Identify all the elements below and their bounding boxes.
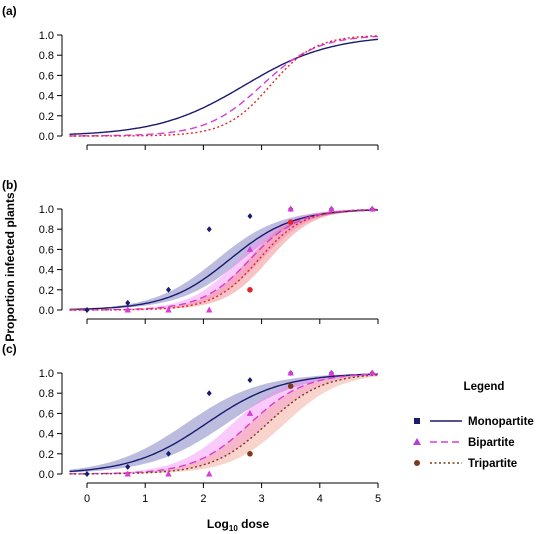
legend-marker-triangle — [413, 438, 421, 445]
point-monopartite — [206, 226, 212, 233]
point-bipartite — [368, 205, 376, 212]
y-tick-label: 0.0 — [39, 131, 54, 143]
point-bipartite — [287, 369, 294, 376]
band-bipartite — [69, 209, 378, 310]
legend-label: Tripartite — [468, 458, 517, 470]
band-monopartite — [69, 209, 378, 310]
y-tick-label: 0.6 — [39, 408, 54, 420]
y-tick-label: 0.6 — [39, 244, 54, 256]
y-tick-label: 0.8 — [39, 388, 54, 400]
point-monopartite — [247, 213, 253, 220]
curve-monopartite — [69, 373, 379, 473]
y-axis-title: Proportion infected plants — [3, 192, 17, 342]
x-tick-label: 3 — [259, 493, 265, 505]
point-bipartite — [328, 205, 335, 212]
point-tripartite — [287, 219, 294, 225]
curve-tripartite — [69, 374, 379, 475]
point-bipartite — [124, 306, 131, 313]
band-tripartite — [69, 209, 378, 310]
band-monopartite — [69, 373, 378, 473]
point-monopartite — [84, 471, 90, 477]
point-monopartite — [165, 450, 171, 457]
panel-c: (c) 0.0 0.2 0.4 0.6 0.8 1.0 0 1 2 3 4 5 Log10 dose — [2, 342, 381, 533]
curve-monopartite — [69, 38, 379, 135]
band-bipartite — [69, 373, 378, 474]
y-tick-label: 0.0 — [39, 305, 54, 317]
x-tick-label: 2 — [200, 493, 206, 505]
x-tick-label: 5 — [375, 493, 381, 505]
point-bipartite — [206, 470, 213, 477]
legend-label: Bipartite — [468, 437, 515, 449]
point-monopartite — [165, 286, 171, 293]
legend-marker-square — [414, 418, 420, 424]
legend-label: Monopartite — [468, 416, 534, 428]
x-tick-label: 0 — [84, 493, 90, 505]
legend: Legend Monopartite Bipartite Tripartite — [413, 381, 534, 470]
point-tripartite — [247, 287, 253, 293]
point-monopartite — [247, 377, 253, 384]
legend-title: Legend — [464, 381, 505, 393]
point-bipartite — [328, 369, 335, 376]
point-bipartite — [165, 306, 172, 313]
point-bipartite — [124, 470, 131, 477]
point-bipartite — [246, 409, 254, 416]
y-tick-label: 0.4 — [39, 91, 54, 103]
panel-label: (a) — [2, 4, 17, 18]
x-tick-label: 4 — [317, 493, 323, 505]
curve-tripartite — [69, 208, 378, 311]
curve-bipartite — [69, 373, 379, 475]
y-tick-label: 0.2 — [39, 285, 54, 297]
x-axis-title: Log10 dose — [207, 517, 270, 533]
point-bipartite — [368, 369, 376, 376]
y-tick-label: 0.6 — [39, 70, 54, 82]
point-monopartite — [206, 390, 212, 397]
y-tick-label: 0.8 — [39, 50, 54, 62]
y-tick-label: 0.4 — [39, 429, 54, 441]
y-tick-label: 0.2 — [39, 449, 54, 461]
y-tick-label: 1.0 — [39, 368, 54, 380]
y-tick-label: 0.4 — [39, 265, 54, 277]
y-tick-label: 1.0 — [39, 30, 54, 42]
legend-marker-circle — [414, 460, 420, 466]
panel-label: (b) — [2, 178, 17, 192]
panel-b: (b) 0.0 0.2 0.4 0.6 0.8 1.0 — [2, 178, 379, 324]
panel-label: (c) — [2, 342, 17, 356]
point-tripartite — [287, 383, 294, 389]
point-monopartite — [125, 463, 131, 470]
point-bipartite — [287, 205, 294, 212]
y-tick-label: 0.8 — [39, 224, 54, 236]
panel-a: (a) 0.0 0.2 0.4 0.6 0.8 1.0 — [2, 4, 379, 150]
point-monopartite — [84, 307, 90, 313]
point-bipartite — [165, 470, 172, 477]
band-tripartite — [69, 374, 378, 474]
point-bipartite — [206, 306, 213, 313]
point-monopartite — [125, 299, 131, 306]
x-tick-label: 1 — [142, 493, 148, 505]
curve-bipartite — [69, 35, 379, 137]
point-tripartite — [247, 451, 253, 457]
y-tick-label: 0.0 — [39, 469, 54, 481]
point-bipartite — [246, 245, 254, 252]
panels: (a) 0.0 0.2 0.4 0.6 0.8 1.0 (b) 0.0 0.2 0.4 0.6 0.8 1… — [2, 4, 381, 533]
y-tick-label: 1.0 — [39, 204, 54, 216]
y-tick-label: 0.2 — [39, 111, 54, 123]
curve-tripartite — [69, 35, 379, 137]
